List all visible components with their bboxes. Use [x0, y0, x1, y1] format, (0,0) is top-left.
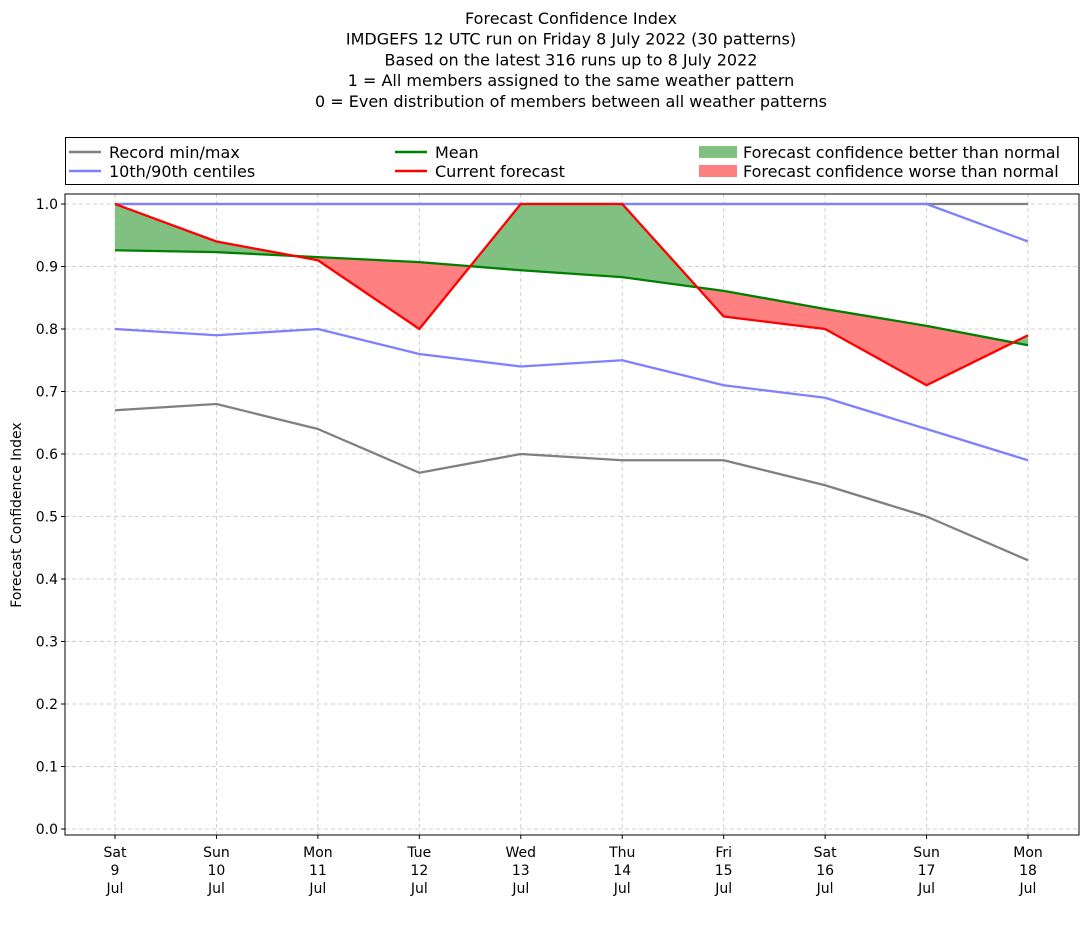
- x-tick-label: Sat: [104, 845, 127, 861]
- title-line: Forecast Confidence Index: [465, 9, 677, 28]
- confidence-fills: [115, 204, 1028, 385]
- x-tick-label: Jul: [308, 881, 326, 897]
- x-tick-label: Mon: [303, 845, 333, 861]
- x-tick-label: 14: [613, 863, 631, 879]
- x-tick-label: 15: [715, 863, 733, 879]
- y-tick-label: 0.5: [36, 510, 58, 526]
- line-record-min: [115, 404, 1028, 560]
- legend-swatch-5: [699, 165, 737, 177]
- x-tick-label: Tue: [406, 845, 431, 861]
- title-line: 0 = Even distribution of members between…: [315, 92, 827, 111]
- plot-frame: [65, 194, 1079, 835]
- legend-label: 10th/90th centiles: [109, 162, 255, 181]
- legend-label: Forecast confidence better than normal: [743, 143, 1060, 162]
- x-tick-label: 12: [410, 863, 428, 879]
- x-tick-label: Mon: [1013, 845, 1043, 861]
- x-tick-label: Jul: [207, 881, 225, 897]
- grid: [65, 194, 1079, 835]
- legend-label: Record min/max: [109, 143, 240, 162]
- x-tick-label: Sun: [203, 845, 230, 861]
- x-tick-label: Fri: [715, 845, 732, 861]
- x-tick-label: Thu: [608, 845, 635, 861]
- legend-label: Current forecast: [435, 162, 565, 181]
- y-axis-label: Forecast Confidence Index: [9, 422, 25, 607]
- x-tick-label: 11: [309, 863, 327, 879]
- x-tick-label: Jul: [106, 881, 124, 897]
- x-tick-label: Jul: [917, 881, 935, 897]
- title-line: 1 = All members assigned to the same wea…: [348, 71, 795, 90]
- x-tick-label: 10: [208, 863, 226, 879]
- y-tick-label: 0.3: [36, 635, 58, 651]
- title-line: Based on the latest 316 runs up to 8 Jul…: [385, 50, 758, 69]
- x-tick-label: Sun: [913, 845, 940, 861]
- y-tick-label: 0.8: [36, 322, 58, 338]
- y-tick-label: 1.0: [36, 197, 58, 213]
- x-tick-label: Jul: [410, 881, 428, 897]
- y-tick-label: 0.0: [36, 822, 58, 838]
- y-tick-label: 0.7: [36, 385, 58, 401]
- chart-title: Forecast Confidence Index IMDGEFS 12 UTC …: [315, 9, 827, 111]
- x-tick-label: 18: [1019, 863, 1037, 879]
- x-tick-label: 9: [111, 863, 120, 879]
- x-tick-label: Jul: [714, 881, 732, 897]
- legend-label: Mean: [435, 143, 479, 162]
- x-tick-label: Jul: [511, 881, 529, 897]
- y-tick-label: 0.4: [36, 572, 58, 588]
- x-tick-label: Jul: [613, 881, 631, 897]
- x-tick-label: 13: [512, 863, 530, 879]
- x-tick-label: 16: [816, 863, 834, 879]
- x-tick-label: 17: [918, 863, 936, 879]
- title-line: IMDGEFS 12 UTC run on Friday 8 July 2022…: [346, 30, 796, 49]
- axes: 0.0 0.1 0.2 0.3 0.4 0.5 0.6 0.7 0.8 0.9 1.0 Sat 9 Jul…: [9, 194, 1079, 897]
- x-tick-label: Jul: [1019, 881, 1037, 897]
- y-tick-label: 0.1: [36, 760, 58, 776]
- legend-label: Forecast confidence worse than normal: [743, 162, 1059, 181]
- y-tick-label: 0.2: [36, 697, 58, 713]
- legend-swatch-4: [699, 146, 737, 158]
- y-tick-label: 0.6: [36, 447, 58, 463]
- y-tick-label: 0.9: [36, 260, 58, 276]
- x-tick-label: Jul: [816, 881, 834, 897]
- x-tick-label: Wed: [506, 845, 537, 861]
- x-tick-label: Sat: [814, 845, 837, 861]
